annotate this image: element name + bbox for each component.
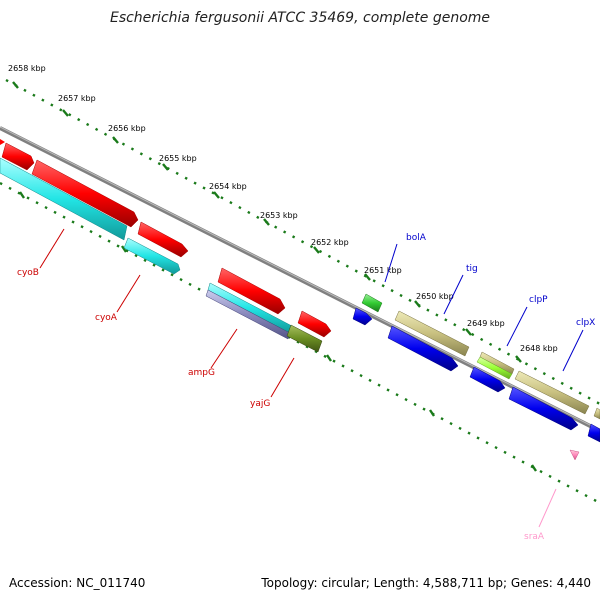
map-title: Escherichia fergusonii ATCC 35469, compl… [110, 10, 490, 26]
feature-arrow [508, 386, 579, 431]
feature-arrow [476, 356, 513, 380]
upper-ruler-major-ticks [12, 81, 522, 363]
major-tick [429, 409, 435, 417]
tick-label: 2653 kbp [260, 211, 298, 220]
tick-label: 2648 kbp [520, 344, 558, 353]
gene-leader [384, 243, 398, 283]
major-tick [121, 245, 127, 253]
backbone-line [0, 126, 600, 433]
backbone-highlight [0, 126, 600, 431]
backbone [0, 126, 600, 433]
feature-arrow [0, 139, 5, 145]
feature-arrow [587, 423, 600, 443]
gene-leader [39, 228, 65, 269]
lower-ruler [0, 181, 600, 505]
gene-label-ampg: ampG [188, 368, 215, 378]
tick-label: 2657 kbp [58, 94, 96, 103]
gene-label-cyob: cyoB [17, 268, 39, 278]
gene-leader [210, 328, 238, 369]
feature-arrow [217, 267, 286, 315]
topology-summary: Topology: circular; Length: 4,588,711 bp… [260, 576, 591, 590]
gene-label-clpx: clpX [576, 318, 595, 328]
gene-label-sraa: sraA [524, 532, 545, 542]
major-tick [531, 464, 537, 472]
tick-label: 2650 kbp [416, 292, 454, 301]
tick-label: 2649 kbp [467, 319, 505, 328]
gene-label-clpp: clpP [529, 295, 548, 305]
major-tick [515, 355, 522, 363]
gene-label-yajg: yajG [250, 399, 270, 409]
major-tick [112, 136, 119, 144]
gene-leader [270, 357, 295, 398]
gene-label-bola: bolA [406, 233, 427, 243]
feature-arrow [394, 310, 470, 357]
gene-leader [443, 274, 464, 315]
feature-arrow [0, 157, 128, 241]
major-tick [465, 328, 472, 336]
major-tick [414, 300, 421, 308]
upper-ruler [5, 78, 600, 406]
feature-arrow [361, 293, 383, 313]
major-tick [12, 81, 19, 89]
feature-arrow [297, 310, 332, 338]
major-tick [263, 218, 270, 226]
feature-arrow [469, 366, 506, 393]
gene-leader [538, 488, 557, 528]
gene-label-cyoa: cyoA [95, 313, 118, 323]
upper-ruler-dots [5, 78, 600, 406]
feature-arrow [569, 449, 580, 461]
major-tick [62, 109, 69, 117]
gene-leader [562, 329, 584, 372]
gene-label-tig: tig [466, 264, 478, 274]
accession-text: Accession: NC_011740 [9, 576, 145, 590]
gene-labels: cyoB cyoA ampG yajG bolA tig clpP clpX s… [17, 228, 595, 542]
lower-ruler-dots [0, 181, 600, 505]
major-tick [313, 246, 320, 254]
major-tick [19, 191, 25, 199]
feature-arrow [31, 159, 139, 228]
major-tick [162, 163, 169, 171]
feature-arrow [593, 407, 600, 420]
tick-label: 2652 kbp [311, 238, 349, 247]
tick-label: 2656 kbp [108, 124, 146, 133]
feature-arrow [205, 289, 291, 340]
feature-arrow [1, 142, 35, 171]
tick-label: 2655 kbp [159, 154, 197, 163]
feature-arrow [514, 370, 590, 415]
major-tick [364, 273, 371, 281]
feature-arrow [137, 221, 189, 258]
feature-arrow [123, 237, 181, 275]
tick-label: 2651 kbp [364, 266, 402, 275]
features [0, 139, 600, 461]
feature-arrow [286, 324, 323, 353]
tick-labels: 2658 kbp 2657 kbp 2656 kbp 2655 kbp 2654… [8, 64, 558, 353]
tick-label: 2658 kbp [8, 64, 46, 73]
gene-leader [116, 274, 141, 313]
tick-label: 2654 kbp [209, 182, 247, 191]
feature-arrow [387, 325, 459, 372]
major-tick [213, 191, 220, 199]
major-tick [326, 354, 332, 362]
feature-arrow [352, 307, 373, 326]
gene-leader [506, 306, 528, 347]
